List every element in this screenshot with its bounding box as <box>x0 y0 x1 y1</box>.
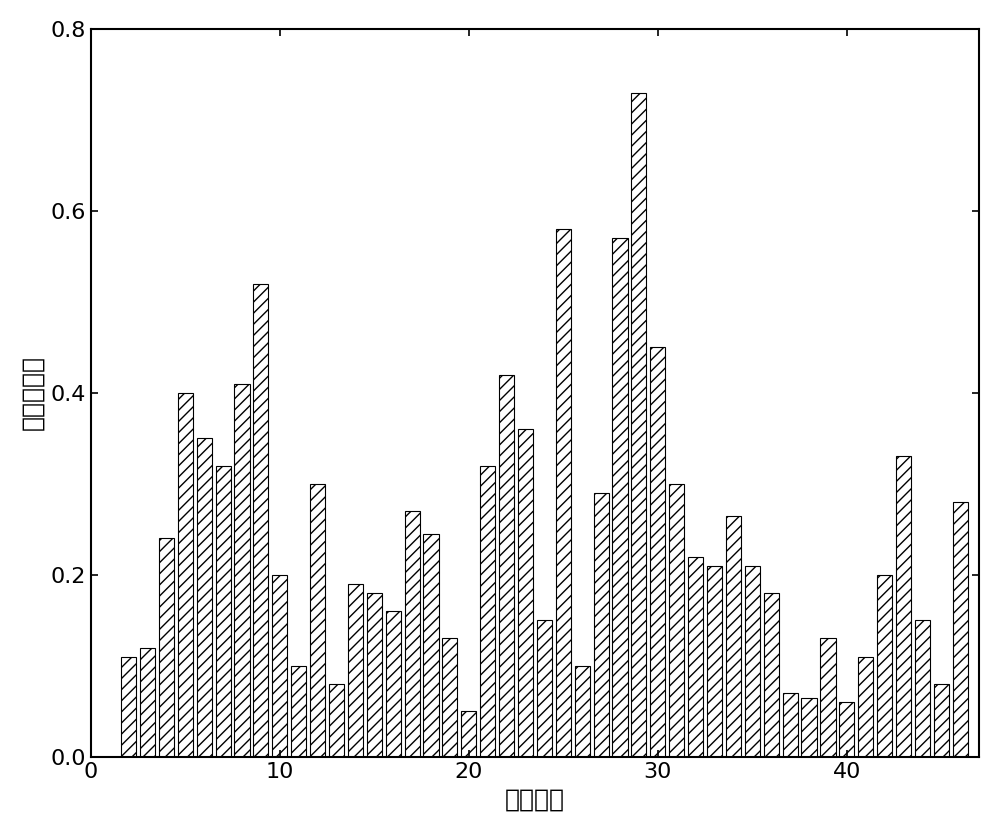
Bar <box>631 92 646 757</box>
Bar <box>272 575 287 757</box>
Bar <box>480 466 495 757</box>
Bar <box>442 638 457 757</box>
Bar <box>707 566 722 757</box>
Bar <box>159 538 174 757</box>
Bar <box>594 493 609 757</box>
Bar <box>291 666 306 757</box>
Bar <box>367 593 382 757</box>
Bar <box>612 238 628 757</box>
X-axis label: 节点编号: 节点编号 <box>505 787 565 811</box>
Bar <box>839 702 854 757</box>
Bar <box>575 666 590 757</box>
Bar <box>178 393 193 757</box>
Bar <box>556 229 571 757</box>
Bar <box>915 621 930 757</box>
Bar <box>197 438 212 757</box>
Bar <box>121 656 136 757</box>
Bar <box>140 647 155 757</box>
Bar <box>329 684 344 757</box>
Bar <box>896 457 911 757</box>
Bar <box>518 429 533 757</box>
Bar <box>423 534 439 757</box>
Bar <box>688 557 703 757</box>
Bar <box>669 483 684 757</box>
Bar <box>461 711 476 757</box>
Bar <box>537 621 552 757</box>
Bar <box>348 584 363 757</box>
Bar <box>405 511 420 757</box>
Bar <box>726 516 741 757</box>
Bar <box>234 384 250 757</box>
Bar <box>499 374 514 757</box>
Bar <box>953 502 968 757</box>
Bar <box>934 684 949 757</box>
Y-axis label: 节点重要性: 节点重要性 <box>21 355 45 430</box>
Bar <box>820 638 836 757</box>
Bar <box>253 284 268 757</box>
Bar <box>764 593 779 757</box>
Bar <box>858 656 873 757</box>
Bar <box>650 347 665 757</box>
Bar <box>310 483 325 757</box>
Bar <box>801 697 817 757</box>
Bar <box>386 612 401 757</box>
Bar <box>745 566 760 757</box>
Bar <box>216 466 231 757</box>
Bar <box>877 575 892 757</box>
Bar <box>783 693 798 757</box>
